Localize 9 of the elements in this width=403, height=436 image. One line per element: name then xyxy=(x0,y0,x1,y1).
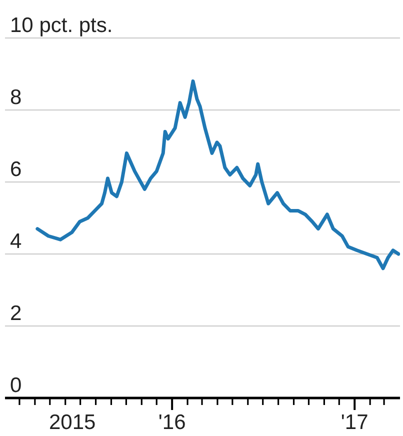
y-tick-label: 10 pct. pts. xyxy=(10,14,113,37)
x-tick-label: '16 xyxy=(158,411,186,434)
y-tick-label: 4 xyxy=(10,230,22,253)
y-tick-label: 0 xyxy=(10,374,22,397)
x-tick-label: '17 xyxy=(340,411,368,434)
y-tick-label: 8 xyxy=(10,86,22,109)
y-tick-label: 6 xyxy=(10,158,22,181)
x-tick-label: 2015 xyxy=(48,411,96,434)
y-tick-label: 2 xyxy=(10,302,22,325)
